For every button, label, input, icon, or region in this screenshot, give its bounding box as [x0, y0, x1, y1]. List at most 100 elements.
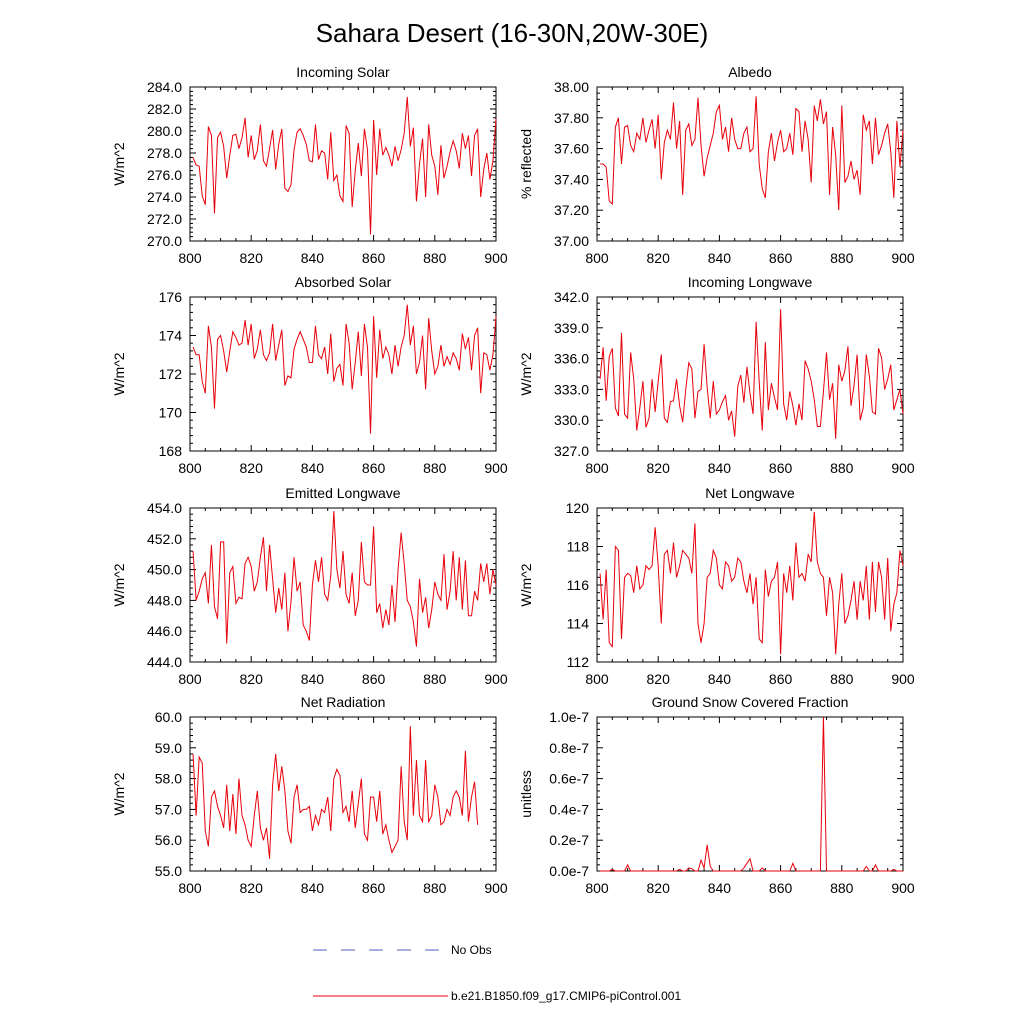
x-tick-label: 800 — [178, 460, 202, 476]
x-tick-label: 880 — [830, 250, 854, 266]
y-tick-label: 0.2e-7 — [549, 832, 589, 848]
y-tick-label: 116 — [567, 577, 590, 593]
x-tick-label: 840 — [301, 880, 325, 896]
x-tick-label: 800 — [178, 880, 202, 896]
x-tick-label: 900 — [891, 671, 915, 687]
y-tick-label: 330.0 — [554, 412, 589, 428]
y-tick-label: 336.0 — [554, 351, 589, 367]
panel-title: Absorbed Solar — [295, 274, 392, 290]
y-tick-label: 0.8e-7 — [549, 740, 589, 756]
chart-panel: Absorbed Solar 800 820 840 860 880 900 168 170 17… — [111, 274, 508, 476]
x-tick-label: 860 — [769, 880, 793, 896]
x-tick-label: 820 — [240, 250, 264, 266]
x-tick-label: 900 — [484, 671, 508, 687]
plot-frame — [596, 296, 904, 452]
panel-title: Emitted Longwave — [285, 485, 400, 501]
plot-frame — [189, 86, 497, 242]
chart-panel: Net Longwave 800 820 840 860 880 900 112 114 116 1… — [518, 485, 915, 687]
panel-title: Albedo — [728, 64, 772, 80]
x-tick-label: 840 — [301, 671, 325, 687]
y-tick-label: 327.0 — [554, 443, 589, 459]
plot-frame — [596, 716, 904, 872]
y-tick-label: 118 — [567, 539, 590, 555]
x-tick-label: 800 — [585, 460, 609, 476]
x-tick-label: 800 — [178, 671, 202, 687]
x-tick-label: 820 — [647, 671, 671, 687]
x-tick-label: 820 — [240, 671, 264, 687]
y-tick-label: 454.0 — [147, 500, 182, 516]
chart-panel: Ground Snow Covered Fraction 800 820 840 860… — [518, 694, 915, 896]
x-tick-label: 800 — [585, 671, 609, 687]
x-tick-label: 800 — [585, 880, 609, 896]
y-tick-label: 448.0 — [147, 592, 182, 608]
y-tick-label: 112 — [567, 654, 590, 670]
x-tick-label: 900 — [891, 880, 915, 896]
x-tick-label: 840 — [708, 460, 732, 476]
x-tick-label: 900 — [484, 250, 508, 266]
y-tick-label: 0.4e-7 — [549, 801, 589, 817]
x-tick-label: 820 — [240, 880, 264, 896]
legend-model-label: b.e21.B1850.f09_g17.CMIP6-piControl.001 — [451, 989, 681, 1003]
y-axis-label: W/m^2 — [518, 563, 534, 606]
series-line — [192, 511, 497, 647]
y-tick-label: 333.0 — [554, 381, 589, 397]
x-tick-label: 840 — [708, 671, 732, 687]
y-tick-label: 55.0 — [155, 863, 182, 879]
x-tick-label: 880 — [423, 671, 447, 687]
legend: No Obs b.e21.B1850.f09_g17.CMIP6-piContr… — [313, 943, 681, 1003]
chart-panels: Incoming Solar 800 820 840 860 880 900 270.0 272… — [111, 64, 915, 896]
x-tick-label: 860 — [769, 460, 793, 476]
y-tick-label: 120 — [566, 500, 590, 516]
figure-title: Sahara Desert (16-30N,20W-30E) — [316, 18, 709, 48]
y-tick-label: 38.00 — [554, 79, 589, 95]
y-tick-label: 0.0e-7 — [549, 863, 589, 879]
x-tick-label: 840 — [301, 460, 325, 476]
series-line — [599, 511, 904, 655]
x-tick-label: 800 — [585, 250, 609, 266]
x-tick-label: 860 — [362, 671, 386, 687]
y-tick-label: 168 — [159, 443, 183, 459]
y-tick-label: 342.0 — [554, 289, 589, 305]
y-tick-label: 58.0 — [155, 771, 182, 787]
y-tick-label: 272.0 — [147, 211, 182, 227]
x-tick-label: 860 — [362, 250, 386, 266]
plot-frame — [596, 86, 904, 242]
y-tick-label: 284.0 — [147, 79, 182, 95]
y-tick-label: 37.80 — [554, 110, 589, 126]
chart-panel: Incoming Solar 800 820 840 860 880 900 270.0 272… — [111, 64, 508, 266]
panel-title: Incoming Solar — [296, 64, 390, 80]
y-tick-label: 452.0 — [147, 531, 182, 547]
y-tick-label: 282.0 — [147, 101, 182, 117]
x-tick-label: 800 — [178, 250, 202, 266]
y-tick-label: 37.00 — [554, 233, 589, 249]
x-tick-label: 840 — [301, 250, 325, 266]
panel-title: Net Longwave — [705, 485, 795, 501]
x-tick-label: 820 — [647, 460, 671, 476]
x-tick-label: 880 — [423, 880, 447, 896]
y-axis-label: W/m^2 — [111, 772, 127, 815]
x-tick-label: 840 — [708, 250, 732, 266]
x-tick-label: 880 — [830, 671, 854, 687]
x-tick-label: 900 — [891, 250, 915, 266]
y-axis-label: W/m^2 — [111, 142, 127, 185]
series-line — [192, 304, 497, 434]
y-tick-label: 114 — [567, 616, 590, 632]
x-tick-label: 860 — [769, 250, 793, 266]
y-tick-label: 339.0 — [554, 320, 589, 336]
x-tick-label: 900 — [891, 460, 915, 476]
y-tick-label: 176 — [159, 289, 183, 305]
y-tick-label: 276.0 — [147, 167, 182, 183]
series-line — [192, 96, 497, 235]
y-tick-label: 174 — [159, 328, 183, 344]
y-tick-label: 274.0 — [147, 189, 182, 205]
y-tick-label: 444.0 — [147, 654, 182, 670]
x-tick-label: 860 — [769, 671, 793, 687]
x-tick-label: 900 — [484, 460, 508, 476]
legend-obs-label: No Obs — [451, 943, 492, 957]
y-tick-label: 0.6e-7 — [549, 771, 589, 787]
y-tick-label: 60.0 — [155, 709, 182, 725]
chart-panel: Emitted Longwave 800 820 840 860 880 900 444.0 4… — [111, 485, 508, 687]
y-tick-label: 37.60 — [554, 141, 589, 157]
panel-title: Ground Snow Covered Fraction — [652, 694, 849, 710]
x-tick-label: 840 — [708, 880, 732, 896]
